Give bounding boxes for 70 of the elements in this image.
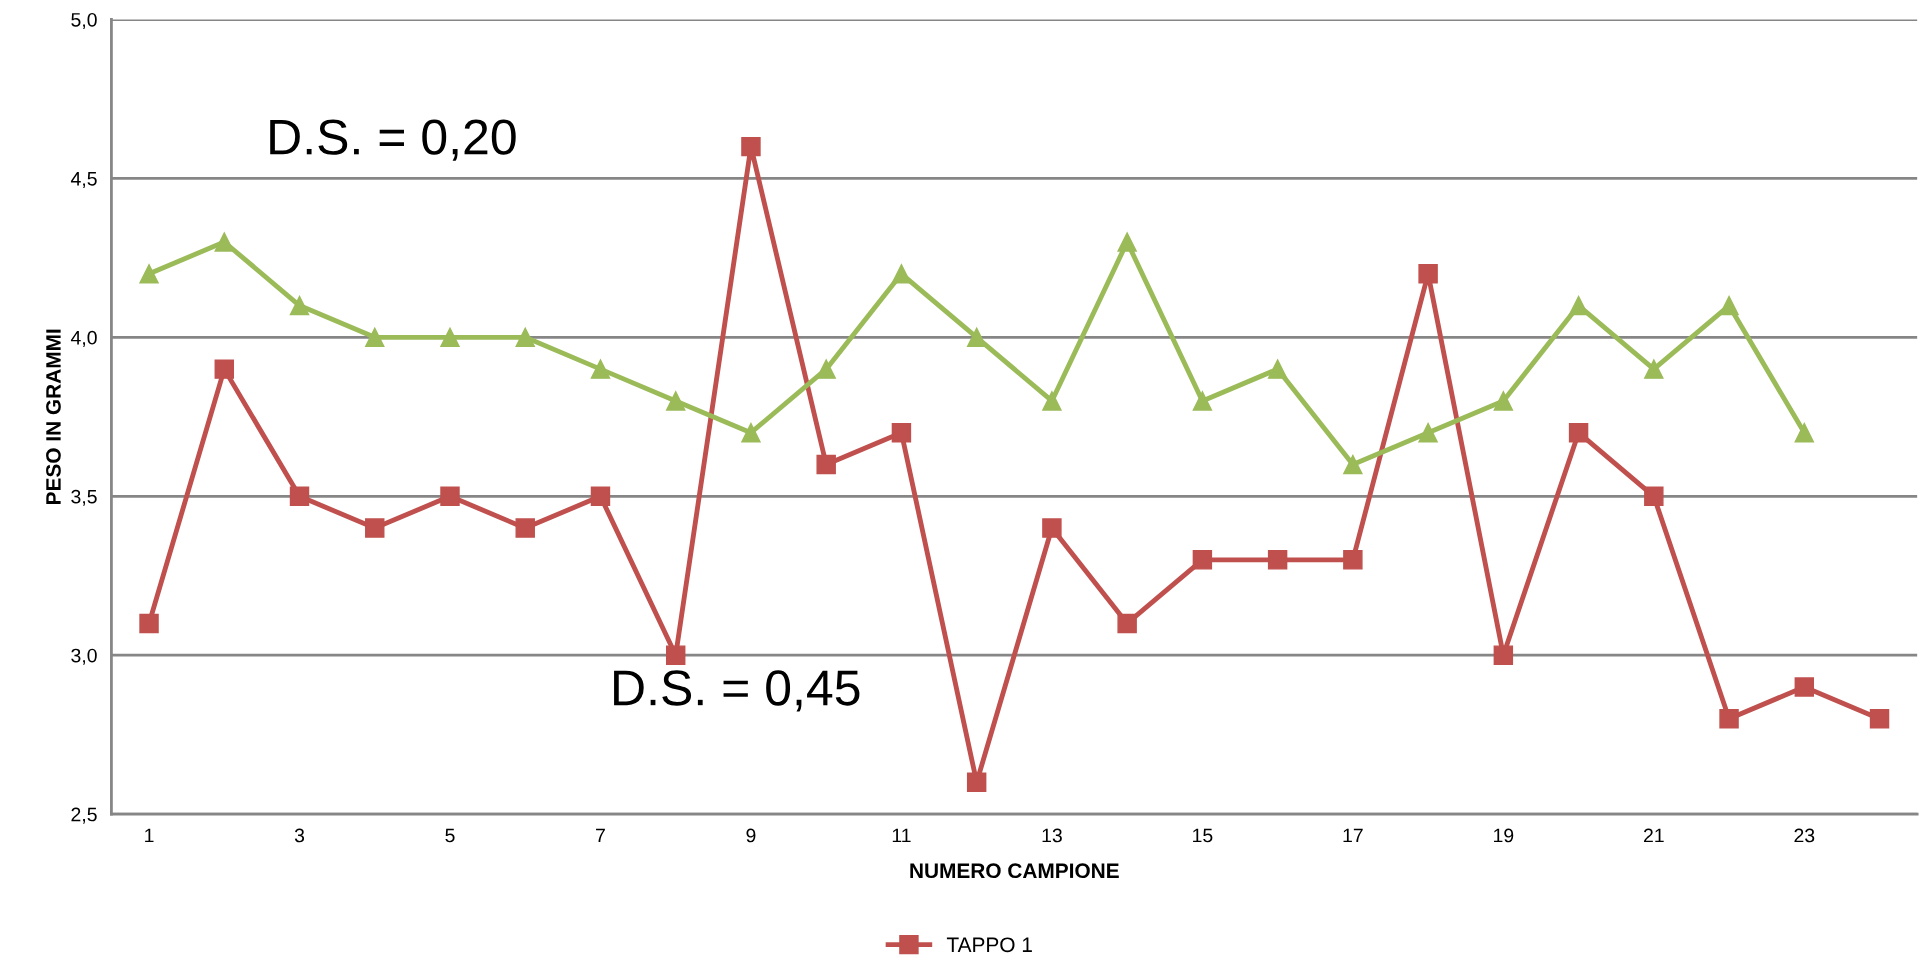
- y-tick-label: 2,5: [71, 807, 97, 824]
- point: [1493, 645, 1514, 665]
- point: [1042, 391, 1062, 411]
- point: [1117, 232, 1137, 252]
- x-tick-label: 1: [145, 828, 154, 843]
- point: [1719, 295, 1739, 316]
- point: [1418, 264, 1438, 284]
- y-tick-label: 3,5: [71, 489, 97, 506]
- point: [1117, 613, 1137, 634]
- y-tick-label: 4,5: [70, 172, 97, 188]
- point: [1042, 518, 1062, 538]
- x-axis-title: NUMERO CAMPIONE: [910, 863, 1119, 879]
- point: [1794, 422, 1815, 443]
- point: [139, 613, 159, 634]
- point: [1343, 550, 1363, 570]
- point: [289, 486, 310, 506]
- point: [1869, 709, 1890, 729]
- x-tick-label: 15: [1193, 828, 1213, 843]
- point: [741, 136, 761, 157]
- point: [1568, 295, 1589, 316]
- point: [214, 359, 234, 379]
- point: [1418, 422, 1438, 443]
- point: [665, 645, 686, 665]
- annotation: D.S. = 0,45: [614, 670, 860, 712]
- point: [816, 454, 836, 475]
- point: [590, 359, 611, 379]
- point: [741, 422, 761, 443]
- x-tick-label: 13: [1042, 828, 1062, 843]
- point: [1644, 486, 1664, 506]
- point: [365, 518, 385, 538]
- annotation: D.S. = 0,20: [270, 119, 516, 161]
- x-tick-label: 19: [1494, 828, 1514, 843]
- point: [365, 327, 385, 348]
- point: [816, 359, 836, 379]
- x-tick-label: 5: [445, 828, 455, 843]
- point: [515, 327, 535, 348]
- point: [665, 391, 686, 411]
- x-tick-label: 11: [892, 828, 911, 843]
- point: [440, 486, 460, 506]
- point: [1794, 677, 1815, 697]
- point: [1644, 359, 1664, 379]
- point: [590, 486, 611, 506]
- x-tick-label: 17: [1343, 828, 1363, 843]
- point: [891, 422, 912, 443]
- point: [1192, 391, 1213, 411]
- y-tick-label: 4,0: [70, 330, 97, 347]
- point: [1267, 359, 1288, 379]
- point: [440, 327, 460, 348]
- point: [1343, 454, 1363, 475]
- point: [139, 264, 159, 284]
- point: [966, 327, 987, 348]
- point: [1267, 550, 1288, 570]
- y-tick-label: 3,0: [71, 648, 97, 665]
- point: [1568, 422, 1589, 443]
- point: [891, 264, 912, 284]
- y-axis-title: PESO IN GRAMMI: [46, 329, 61, 504]
- x-tick-label: 23: [1794, 828, 1815, 843]
- point: [966, 772, 987, 793]
- point: [1493, 391, 1514, 411]
- x-tick-label: 7: [596, 828, 605, 843]
- y-tick-label: 5,0: [71, 12, 97, 30]
- point: [1719, 709, 1739, 729]
- x-tick-label: 3: [294, 828, 305, 843]
- point: [289, 295, 310, 316]
- point: [515, 518, 535, 538]
- x-tick-label: 9: [746, 828, 756, 843]
- point: [1192, 550, 1213, 570]
- legend-label: TAPPO 1: [946, 937, 1032, 953]
- point: [214, 232, 234, 252]
- x-tick-label: 21: [1643, 828, 1664, 843]
